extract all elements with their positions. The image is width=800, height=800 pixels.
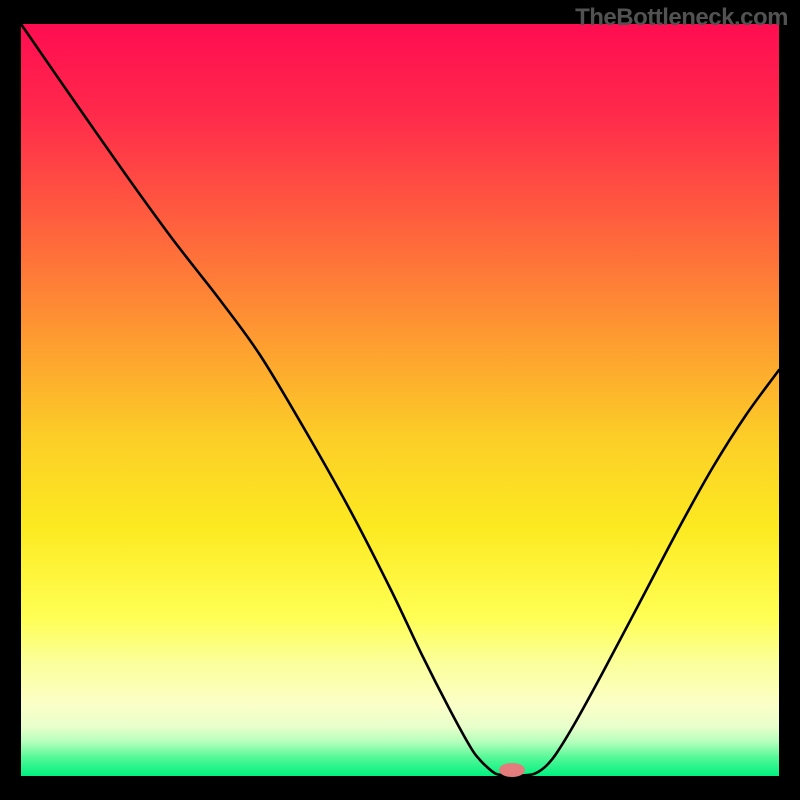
optimal-point-marker [499, 763, 525, 777]
watermark-text: TheBottleneck.com [575, 4, 788, 32]
bottleneck-chart [0, 0, 800, 800]
chart-container: TheBottleneck.com [0, 0, 800, 800]
chart-gradient-bg [21, 24, 779, 776]
